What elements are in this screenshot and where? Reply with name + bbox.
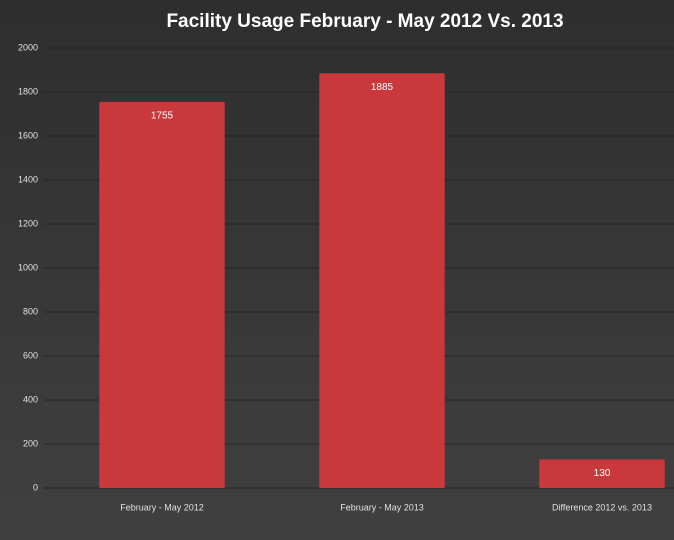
y-tick-label: 1600 (18, 130, 38, 140)
y-tick-label: 1200 (18, 218, 38, 228)
y-tick-label: 800 (23, 306, 38, 316)
x-tick-label: February - May 2013 (340, 502, 424, 512)
value-label: 130 (594, 468, 611, 479)
bar (319, 73, 445, 489)
y-tick-label: 600 (23, 350, 38, 360)
y-tick-label: 1000 (18, 262, 38, 272)
y-tick-label: 200 (23, 438, 38, 448)
y-tick-label: 400 (23, 394, 38, 404)
bar (99, 101, 225, 489)
x-tick-label: February - May 2012 (120, 502, 204, 512)
x-tick-label: Difference 2012 vs. 2013 (552, 502, 652, 512)
y-tick-label: 2000 (18, 42, 38, 52)
y-tick-label: 1400 (18, 174, 38, 184)
chart-title: Facility Usage February - May 2012 Vs. 2… (166, 11, 563, 32)
y-tick-label: 0 (33, 482, 38, 492)
value-label: 1885 (371, 82, 394, 93)
y-tick-label: 1800 (18, 86, 38, 96)
bar (539, 459, 665, 488)
value-label: 1755 (151, 111, 174, 122)
